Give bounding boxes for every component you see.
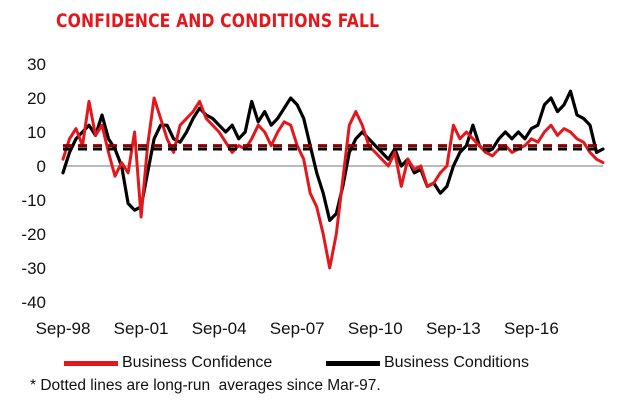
legend-swatch-conditions <box>326 360 380 366</box>
x-tick-label: Sep-01 <box>114 319 169 338</box>
legend-swatch-confidence <box>64 360 118 366</box>
y-tick-label: 20 <box>27 89 46 108</box>
legend-label-conditions: Business Conditions <box>384 354 529 371</box>
y-tick-label: 10 <box>27 123 46 142</box>
legend-item-confidence: Business Confidence <box>64 354 272 372</box>
legend: Business Confidence Business Conditions <box>64 354 604 376</box>
x-tick-label: Sep-98 <box>36 319 91 338</box>
legend-label-confidence: Business Confidence <box>122 354 273 371</box>
x-tick-label: Sep-10 <box>348 319 403 338</box>
y-tick-label: 0 <box>37 157 46 176</box>
y-tick-label: -10 <box>21 191 46 210</box>
chart-title: CONFIDENCE AND CONDITIONS FALL <box>56 10 380 32</box>
x-tick-label: Sep-13 <box>426 319 481 338</box>
x-tick-label: Sep-04 <box>192 319 247 338</box>
x-tick-label: Sep-16 <box>504 319 559 338</box>
y-tick-label: -30 <box>21 259 46 278</box>
y-tick-label: -40 <box>21 293 46 312</box>
series-layer <box>61 89 605 270</box>
footnote: * Dotted lines are long-run averages sin… <box>30 377 381 394</box>
y-tick-label: -20 <box>21 225 46 244</box>
legend-item-conditions: Business Conditions <box>326 354 529 372</box>
series-line <box>61 96 605 270</box>
y-tick-label: 30 <box>27 55 46 74</box>
y-axis: 30 20 10 0 -10 -20 -30 -40 <box>21 55 46 312</box>
x-axis: Sep-98 Sep-01 Sep-04 Sep-07 Sep-10 Sep-13 Sep-… <box>36 319 559 338</box>
x-tick-label: Sep-07 <box>270 319 325 338</box>
